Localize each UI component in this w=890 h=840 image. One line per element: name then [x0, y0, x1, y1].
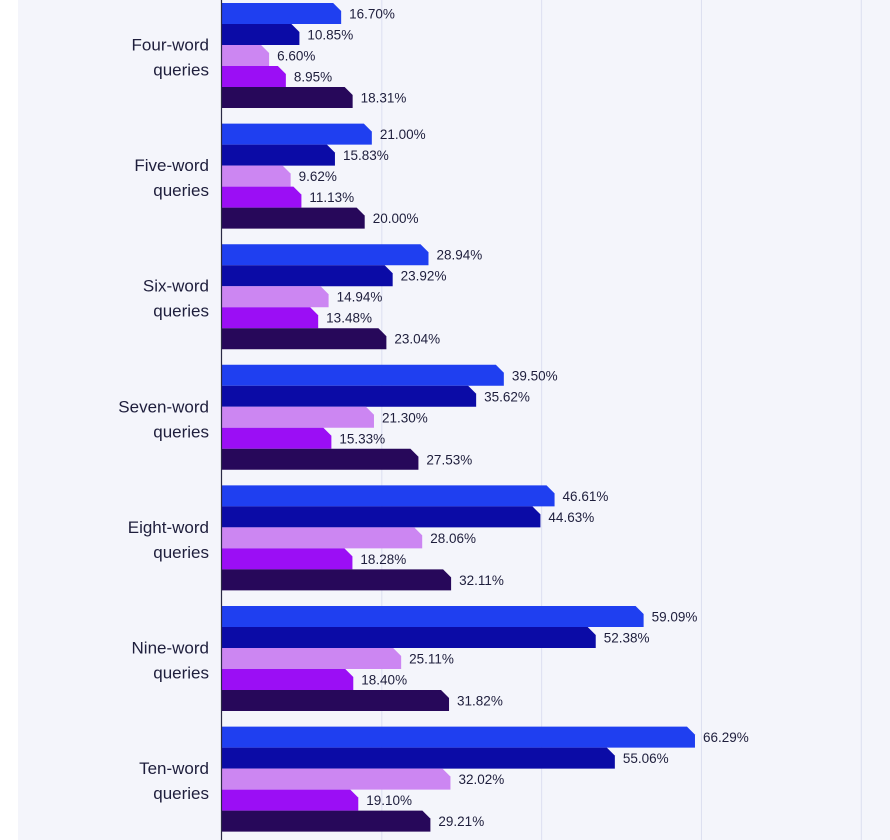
data-label: 6.60% — [277, 49, 315, 64]
data-label: 11.13% — [309, 190, 354, 205]
data-label: 21.30% — [382, 410, 428, 425]
category-label: Seven-word — [118, 397, 209, 416]
data-label: 15.33% — [339, 431, 385, 446]
bar — [222, 448, 419, 470]
bar — [222, 548, 353, 570]
bar — [222, 244, 429, 266]
data-label: 39.50% — [512, 368, 558, 383]
bar — [222, 506, 541, 528]
bar — [222, 123, 372, 145]
category-label: Nine-word — [132, 639, 209, 658]
bar — [222, 364, 504, 386]
bar — [222, 485, 555, 507]
chart-panel — [18, 0, 890, 840]
data-label: 66.29% — [703, 730, 749, 745]
bar — [222, 3, 342, 24]
value-labels: 16.70% 10.85% 6.60% 8.95% 18.31% 21.00% 15.83%… — [277, 7, 749, 830]
category-label: Six-word — [143, 277, 209, 296]
data-label: 19.10% — [366, 793, 412, 808]
bar — [222, 286, 329, 308]
data-label: 10.85% — [307, 28, 353, 43]
category-label: queries — [153, 181, 209, 200]
data-label: 23.04% — [394, 332, 440, 347]
data-label: 18.40% — [361, 673, 407, 688]
bar — [222, 45, 270, 66]
bar — [222, 627, 596, 648]
bar — [222, 24, 300, 45]
data-label: 27.53% — [426, 452, 472, 467]
category-label: queries — [153, 543, 209, 562]
data-label: 20.00% — [373, 211, 419, 226]
category-label: Ten-word — [139, 759, 209, 778]
data-label: 15.83% — [343, 148, 389, 163]
bar — [222, 66, 286, 87]
category-label: queries — [153, 664, 209, 683]
bar — [222, 768, 451, 790]
bar — [222, 328, 387, 350]
data-label: 32.02% — [458, 772, 504, 787]
category-label: Five-word — [134, 156, 209, 175]
bar — [222, 527, 423, 549]
bar — [222, 87, 353, 108]
data-label: 52.38% — [604, 631, 650, 646]
data-label: 55.06% — [623, 751, 669, 766]
category-label: Four-word — [132, 36, 209, 55]
grid-lines — [381, 0, 862, 840]
bar — [222, 648, 402, 669]
bar — [222, 207, 365, 229]
category-label: queries — [153, 302, 209, 321]
data-label: 16.70% — [349, 7, 395, 22]
data-label: 44.63% — [548, 510, 594, 525]
bar — [222, 307, 319, 329]
bar — [222, 144, 335, 166]
data-label: 25.11% — [409, 652, 454, 667]
data-label: 28.06% — [430, 531, 476, 546]
bar — [222, 569, 452, 591]
category-label: queries — [153, 422, 209, 441]
data-label: 35.62% — [484, 389, 530, 404]
data-label: 14.94% — [337, 290, 383, 305]
data-label: 21.00% — [380, 127, 426, 142]
data-label: 18.28% — [360, 552, 406, 567]
data-label: 29.21% — [438, 814, 484, 829]
data-label: 32.11% — [459, 573, 504, 588]
data-label: 18.31% — [361, 91, 407, 106]
bar — [222, 165, 291, 187]
bar — [222, 265, 393, 287]
data-label: 8.95% — [294, 70, 332, 85]
category-label: queries — [153, 61, 209, 80]
bars — [222, 3, 695, 832]
bar — [222, 690, 450, 711]
category-labels: Four-word queries Five-word queries Six-word… — [118, 36, 209, 804]
data-label: 46.61% — [563, 489, 609, 504]
bar — [222, 427, 332, 449]
bar — [222, 385, 477, 407]
data-label: 13.48% — [326, 311, 372, 326]
data-label: 9.62% — [299, 169, 337, 184]
data-label: 23.92% — [401, 269, 447, 284]
category-label: queries — [153, 784, 209, 803]
bar — [222, 606, 644, 627]
data-label: 31.82% — [457, 694, 503, 709]
bar — [222, 810, 431, 832]
bar — [222, 406, 374, 428]
data-label: 28.94% — [436, 248, 482, 263]
bar — [222, 186, 302, 208]
category-label: Eight-word — [128, 518, 209, 537]
data-label: 59.09% — [652, 610, 698, 625]
bar — [222, 789, 359, 811]
bar — [222, 747, 615, 769]
bar — [222, 726, 695, 748]
bar — [222, 669, 354, 690]
